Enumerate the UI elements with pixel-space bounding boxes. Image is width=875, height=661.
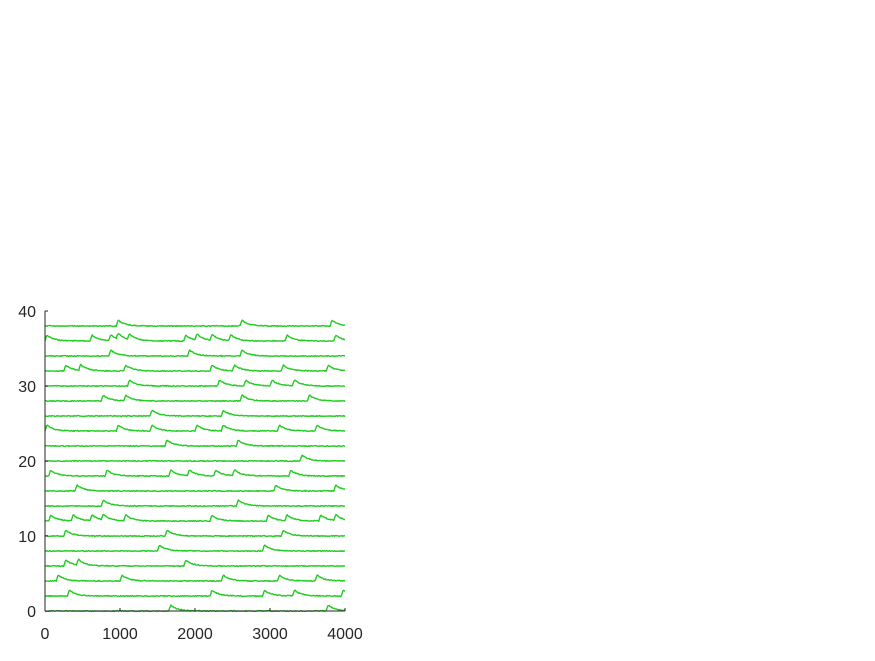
traces-group (44, 319, 346, 613)
ticks-group: 0 1000 2000 3000 4000 0 10 20 30 40 (18, 304, 363, 643)
series-trace-17 (44, 349, 346, 358)
y-tick-label: 20 (18, 454, 36, 471)
x-tick-label: 4000 (327, 626, 363, 643)
series-trace-6 (44, 513, 345, 523)
series-trace-15 (45, 379, 346, 388)
series-trace-11 (44, 439, 346, 448)
y-tick-label: 10 (18, 529, 36, 546)
series-trace-4 (44, 544, 346, 553)
x-tick-label: 1000 (102, 626, 138, 643)
y-tick-label: 40 (18, 304, 36, 321)
series-trace-16 (44, 363, 346, 373)
x-tick-label: 2000 (177, 626, 213, 643)
x-tick-label: 3000 (252, 626, 288, 643)
series-trace-8 (44, 484, 346, 493)
series-trace-19 (44, 319, 346, 328)
series-trace-10 (44, 454, 346, 463)
series-trace-3 (44, 558, 346, 568)
y-tick-label: 0 (27, 604, 36, 621)
series-trace-14 (45, 394, 346, 403)
series-trace-2 (44, 574, 346, 583)
series-trace-18 (44, 333, 346, 343)
series-trace-12 (44, 424, 346, 433)
y-tick-label: 30 (18, 379, 36, 396)
series-trace-7 (44, 499, 346, 508)
series-trace-13 (44, 409, 346, 418)
series-trace-1 (44, 589, 346, 598)
x-tick-label: 0 (41, 626, 50, 643)
series-trace-5 (44, 529, 346, 538)
series-trace-9 (45, 469, 346, 478)
